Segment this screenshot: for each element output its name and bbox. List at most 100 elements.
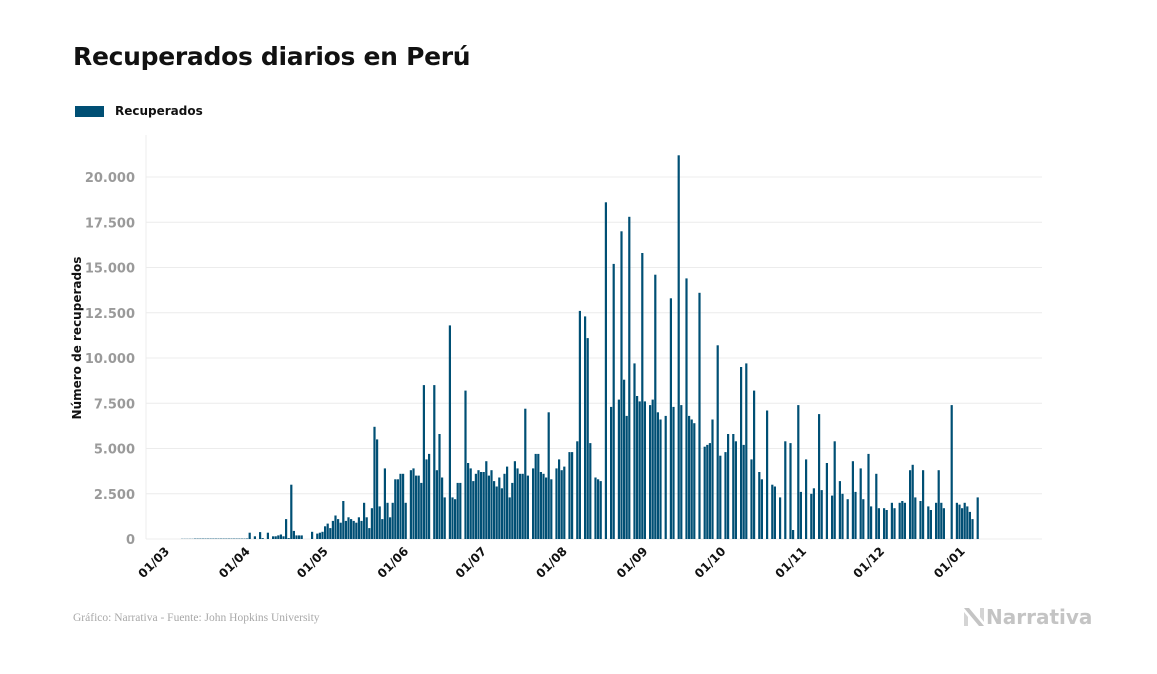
- bar: [467, 463, 470, 539]
- bar: [976, 497, 979, 539]
- bar: [672, 406, 675, 539]
- bar: [300, 535, 303, 539]
- bar: [547, 412, 550, 539]
- bar: [693, 423, 696, 539]
- bar: [334, 515, 337, 539]
- bar: [641, 253, 644, 539]
- bar: [576, 441, 579, 539]
- bar: [363, 502, 366, 539]
- bar: [272, 536, 275, 539]
- bar: [555, 468, 558, 539]
- bar: [459, 482, 462, 539]
- bar: [311, 531, 314, 539]
- bar: [586, 338, 589, 539]
- bar: [875, 473, 878, 539]
- bar: [391, 502, 394, 539]
- bar: [266, 532, 269, 539]
- bar: [734, 441, 737, 539]
- bar: [376, 439, 379, 539]
- bar: [968, 511, 971, 540]
- bar: [532, 468, 535, 539]
- bar: [937, 470, 940, 539]
- bar: [519, 473, 522, 539]
- bar: [370, 508, 373, 539]
- bar: [352, 520, 355, 539]
- bar: [480, 472, 483, 539]
- bar: [526, 475, 529, 539]
- x-tick-label: 01/11: [773, 544, 810, 581]
- bar: [758, 472, 761, 539]
- bar: [355, 522, 358, 539]
- bar: [563, 466, 566, 539]
- bar: [347, 517, 350, 539]
- bar: [669, 298, 672, 539]
- bar: [571, 452, 574, 539]
- bar: [396, 479, 399, 539]
- bar: [620, 231, 623, 540]
- bar: [324, 526, 327, 539]
- bar: [893, 508, 896, 539]
- y-axis-ticks: 0 2.500 5.000 7.500 10.000 12.500 15.000 17.500…: [85, 171, 135, 548]
- bar: [487, 475, 490, 539]
- bar: [542, 473, 545, 539]
- y-tick-label: 20.000: [85, 171, 135, 186]
- bar: [740, 367, 743, 539]
- bar: [825, 463, 828, 539]
- bar: [846, 499, 849, 539]
- bar: [742, 444, 745, 539]
- x-tick-label: 01/03: [136, 544, 173, 581]
- bar: [599, 481, 602, 539]
- bar: [604, 202, 607, 540]
- bar: [664, 415, 667, 539]
- bar: [935, 502, 938, 539]
- bar: [716, 345, 719, 539]
- bar: [719, 455, 722, 539]
- narrativa-logo-icon: [964, 608, 984, 626]
- bar: [560, 470, 563, 539]
- bar: [659, 419, 662, 539]
- bar: [282, 536, 285, 539]
- bar: [773, 486, 776, 539]
- y-tick-label: 10.000: [85, 352, 135, 367]
- bar: [942, 508, 945, 539]
- bar: [464, 390, 467, 539]
- bar: [451, 497, 454, 539]
- bar: [493, 481, 496, 539]
- x-axis-ticks: 01/03 01/04 01/05 01/06 01/07 01/08 01/09 01/10…: [136, 544, 968, 581]
- brand-name: Narrativa: [986, 605, 1093, 629]
- bar: [623, 379, 626, 539]
- bar: [818, 414, 821, 539]
- bar: [589, 443, 592, 539]
- legend-label: Recuperados: [115, 104, 203, 118]
- bar: [594, 477, 597, 539]
- bar: [688, 415, 691, 539]
- bar: [703, 446, 706, 539]
- bar: [394, 479, 397, 539]
- x-tick-label: 01/12: [851, 544, 888, 581]
- source-note: Gráfico: Narrativa - Fuente: John Hopkin…: [73, 612, 320, 624]
- bar: [966, 506, 969, 539]
- bar: [940, 502, 943, 539]
- bar: [799, 491, 802, 539]
- bar: [253, 536, 256, 539]
- bar: [360, 520, 363, 539]
- bar: [454, 499, 457, 539]
- bar: [628, 216, 631, 540]
- bar: [911, 464, 914, 539]
- bar: [521, 473, 524, 539]
- bar: [708, 443, 711, 539]
- bar: [321, 531, 324, 539]
- bar: [578, 310, 581, 539]
- bar: [550, 479, 553, 539]
- x-tick-label: 01/09: [614, 544, 651, 581]
- bar: [474, 473, 477, 539]
- bar: [339, 522, 342, 539]
- gridlines: [145, 135, 1042, 540]
- bar: [331, 520, 334, 539]
- bar: [724, 452, 727, 539]
- bar: [285, 519, 288, 539]
- x-tick-label: 01/05: [294, 544, 331, 581]
- bar: [428, 453, 431, 539]
- bar: [919, 501, 922, 539]
